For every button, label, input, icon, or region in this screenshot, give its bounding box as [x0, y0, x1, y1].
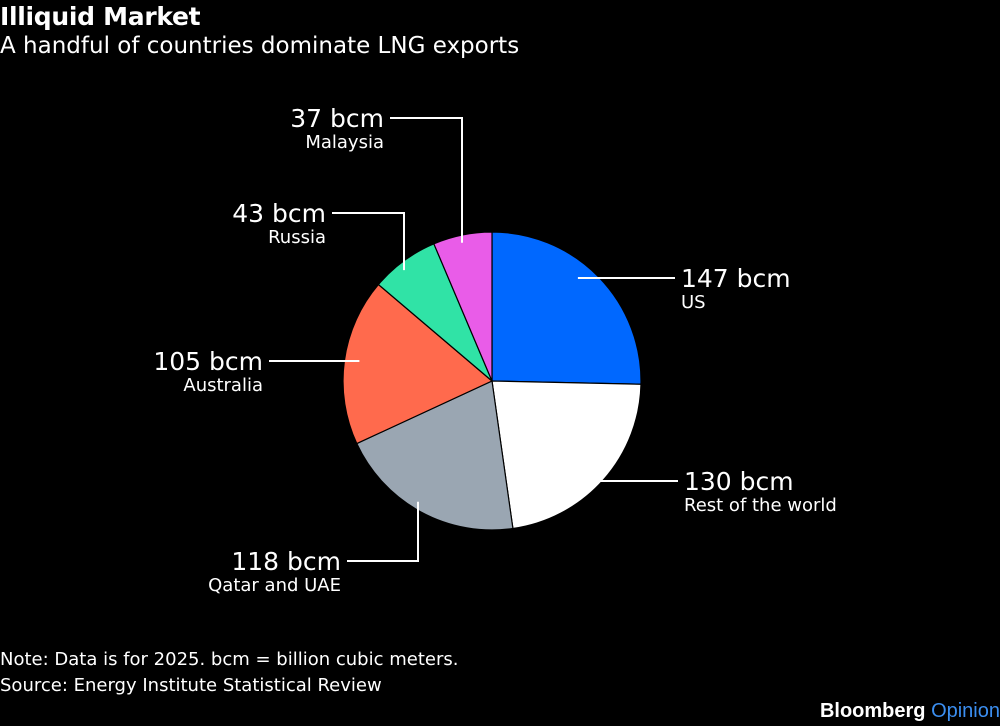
slice-name-label: Russia — [268, 227, 326, 248]
pie-slice-rest-of-the-world — [491, 380, 642, 530]
pie-slice-qatar-and-uae — [355, 380, 514, 531]
leader-line-russia — [332, 212, 405, 271]
pie-slice-us — [491, 231, 642, 385]
slice-value-label: 147 bcm — [681, 264, 791, 293]
slice-name-label: Australia — [183, 375, 263, 396]
brand-accent: Opinion — [931, 700, 1000, 722]
slice-value-label: 37 bcm — [290, 104, 384, 133]
chart-subtitle: A handful of countries dominate LNG expo… — [0, 33, 520, 59]
chart-note: Note: Data is for 2025. bcm = billion cu… — [0, 649, 459, 670]
slice-name-label: Rest of the world — [684, 495, 837, 516]
slice-name-label: Malaysia — [305, 132, 384, 153]
leader-line-qatar-and-uae — [347, 501, 419, 562]
slice-value-label: 43 bcm — [232, 199, 326, 228]
slice-value-label: 105 bcm — [153, 347, 263, 376]
slice-name-label: Qatar and UAE — [208, 575, 341, 596]
slice-value-label: 118 bcm — [231, 547, 341, 576]
chart-title: Illiquid Market — [0, 2, 201, 31]
slice-name-label: US — [681, 292, 706, 313]
slice-value-label: 130 bcm — [684, 467, 794, 496]
chart-source: Source: Energy Institute Statistical Rev… — [0, 675, 382, 696]
brand-logo: Bloomberg Opinion — [820, 700, 1000, 723]
brand-main: Bloomberg — [819, 700, 926, 722]
leader-line-malaysia — [390, 117, 463, 243]
